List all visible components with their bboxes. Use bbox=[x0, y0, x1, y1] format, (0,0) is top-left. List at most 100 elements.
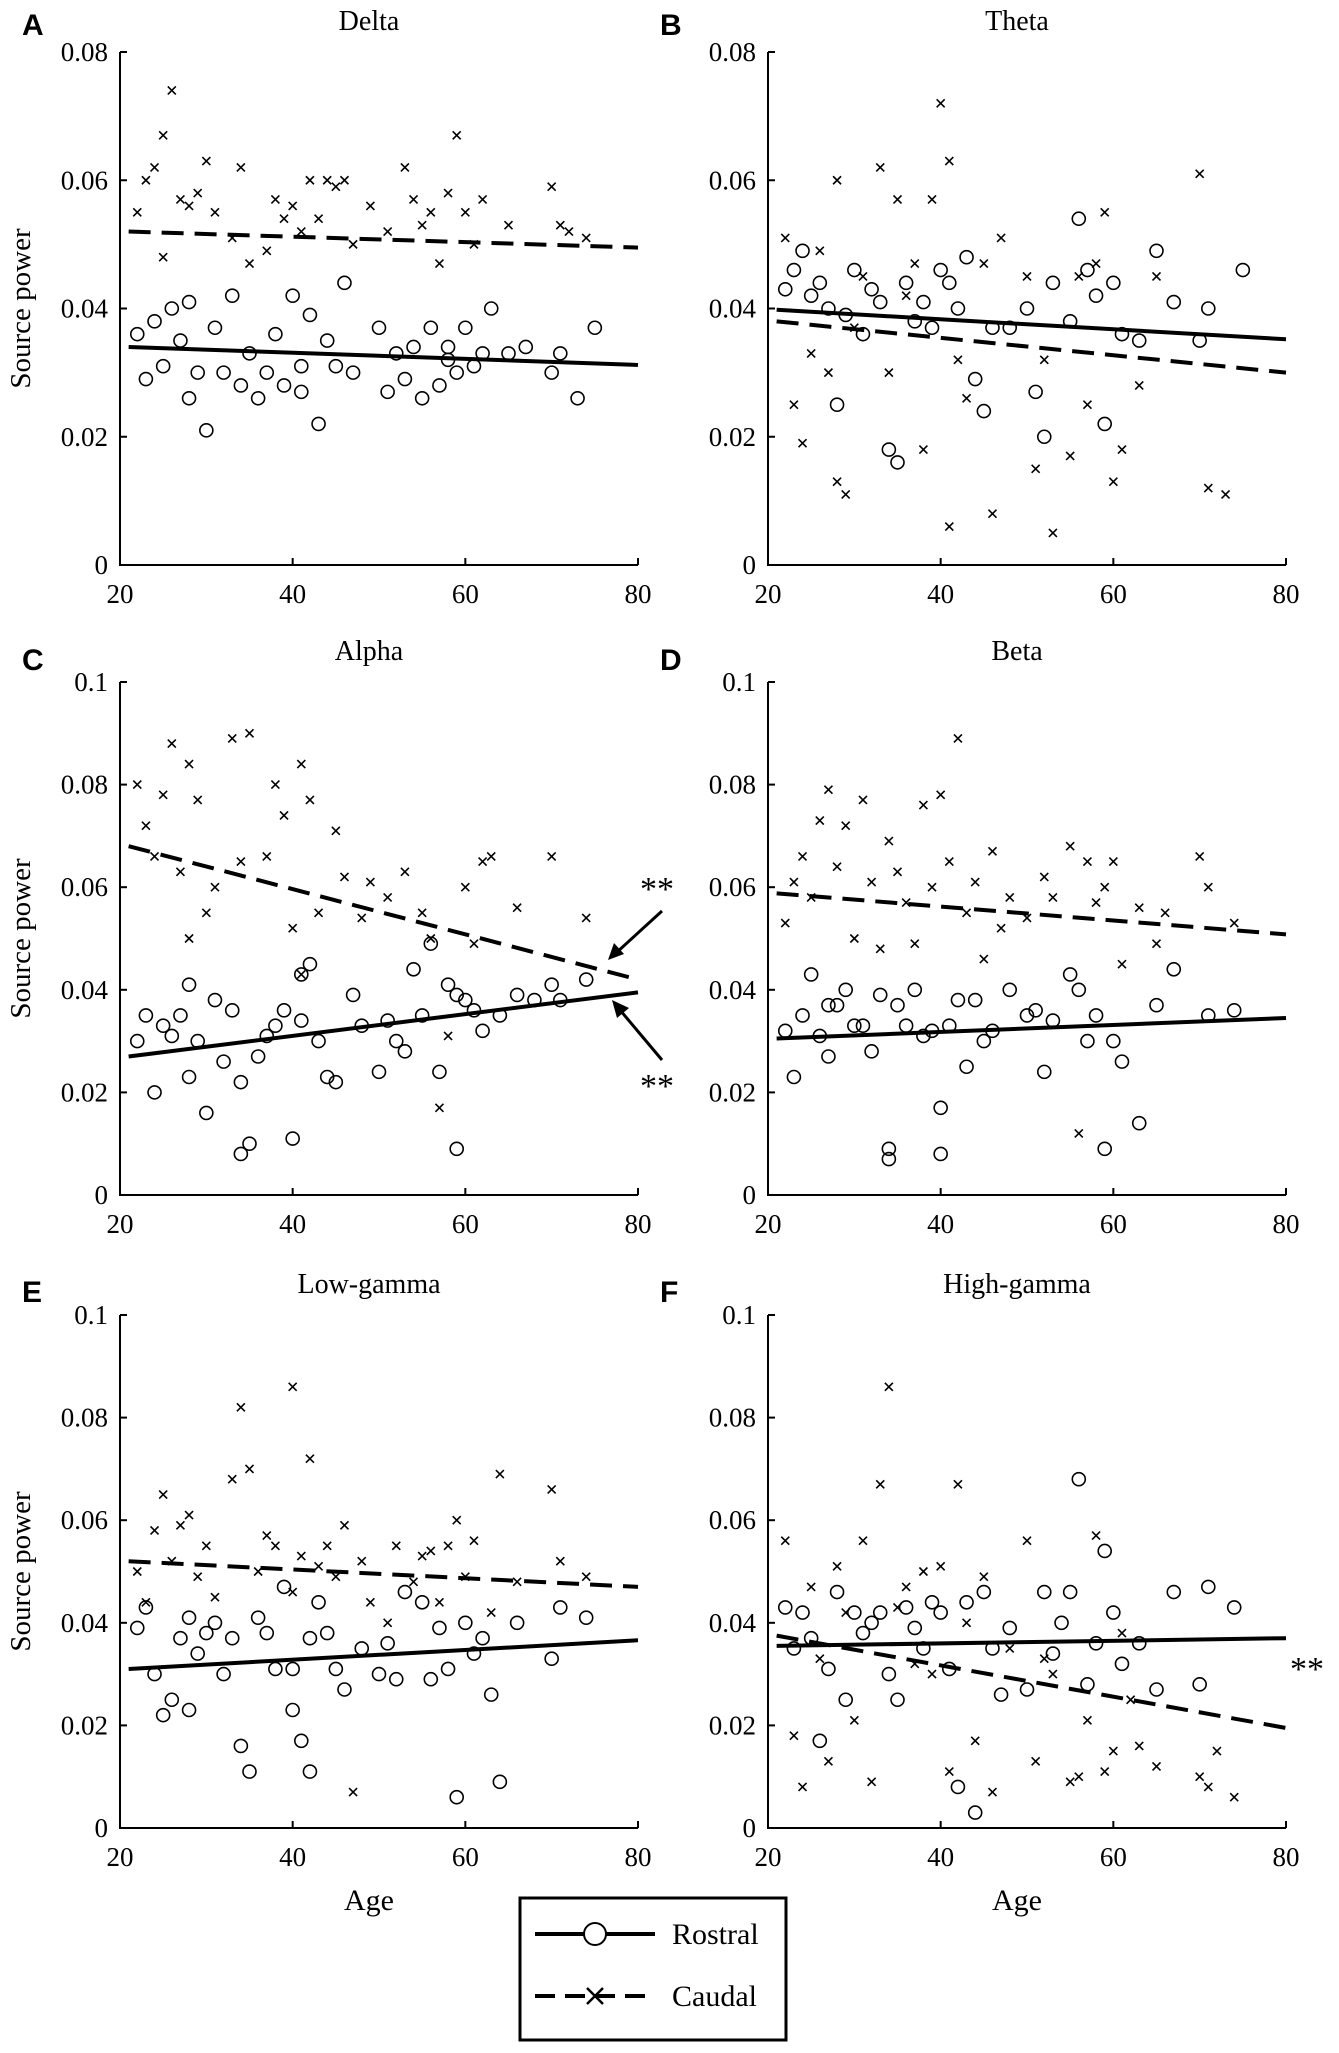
point-rostral bbox=[1114, 1054, 1130, 1069]
panel-c: C Alpha 20 40 60 80 0 0.02 0.04 0.06 0.08 0.1 Source… bbox=[5, 636, 674, 1239]
point-caudal bbox=[305, 175, 315, 185]
point-caudal bbox=[141, 175, 151, 185]
point-rostral bbox=[449, 1141, 465, 1157]
point-rostral bbox=[397, 371, 413, 387]
point-rostral bbox=[1131, 1115, 1147, 1131]
point-rostral bbox=[1106, 1033, 1121, 1049]
point-rostral bbox=[224, 288, 240, 303]
point-rostral bbox=[1080, 1033, 1095, 1049]
point-caudal bbox=[1005, 1643, 1015, 1654]
point-rostral bbox=[821, 1661, 836, 1677]
x-axis-label: Age bbox=[344, 1884, 394, 1917]
point-caudal bbox=[443, 188, 453, 198]
point-rostral bbox=[552, 1600, 568, 1615]
point-rostral bbox=[458, 1615, 473, 1631]
point-rostral bbox=[1045, 1013, 1061, 1028]
point-rostral bbox=[777, 281, 793, 297]
point-rostral bbox=[388, 346, 404, 361]
point-rostral bbox=[155, 358, 171, 374]
point-rostral bbox=[916, 294, 931, 310]
point-caudal bbox=[581, 233, 591, 243]
point-caudal bbox=[1117, 1628, 1127, 1638]
series-caudal bbox=[776, 733, 1287, 1139]
point-rostral bbox=[397, 1584, 413, 1600]
point-caudal bbox=[443, 1541, 453, 1551]
point-caudal bbox=[469, 1536, 479, 1546]
point-rostral bbox=[129, 1033, 145, 1049]
point-rostral bbox=[812, 1733, 828, 1749]
y-tick-label: 0.06 bbox=[61, 1505, 108, 1535]
fit-line-caudal bbox=[776, 891, 1287, 937]
point-caudal bbox=[201, 908, 211, 918]
x-tick-label: 80 bbox=[1273, 579, 1300, 609]
panel-a: A Delta 20 40 60 80 0 0.02 0.04 0.06 0.08 Source po… bbox=[5, 6, 652, 609]
point-caudal bbox=[936, 790, 946, 800]
point-caudal bbox=[1221, 489, 1231, 500]
fit-line-rostral bbox=[128, 990, 639, 1059]
series-caudal bbox=[128, 728, 639, 1113]
point-rostral bbox=[1002, 982, 1018, 998]
point-caudal bbox=[158, 1489, 168, 1500]
point-rostral bbox=[795, 1605, 810, 1620]
point-rostral bbox=[207, 992, 223, 1008]
point-rostral bbox=[881, 1151, 897, 1167]
point-rostral bbox=[1149, 1682, 1164, 1697]
point-rostral bbox=[397, 1044, 413, 1059]
point-caudal bbox=[823, 1756, 833, 1766]
point-caudal bbox=[555, 1556, 565, 1566]
point-caudal bbox=[383, 892, 393, 903]
point-rostral bbox=[319, 1625, 335, 1641]
point-caudal bbox=[1195, 169, 1205, 179]
point-caudal bbox=[996, 923, 1006, 933]
point-rostral bbox=[847, 1605, 862, 1620]
point-rostral bbox=[552, 346, 568, 361]
point-caudal bbox=[1065, 451, 1075, 461]
point-caudal bbox=[305, 795, 315, 805]
point-rostral bbox=[1054, 1615, 1069, 1631]
point-caudal bbox=[1091, 898, 1101, 908]
point-rostral bbox=[941, 275, 957, 291]
point-caudal bbox=[227, 733, 237, 743]
point-rostral bbox=[916, 1028, 931, 1044]
point-caudal bbox=[1203, 882, 1213, 892]
point-caudal bbox=[841, 1607, 851, 1618]
point-rostral bbox=[147, 1085, 162, 1100]
point-rostral bbox=[216, 1054, 231, 1069]
panel-f: F High-gamma 20 40 60 80 0 0.02 0.04 0.06 0.08 0.1 A… bbox=[660, 1269, 1324, 1917]
point-caudal bbox=[962, 393, 972, 403]
point-caudal bbox=[236, 856, 246, 867]
point-rostral bbox=[302, 1764, 318, 1779]
x-tick-label: 60 bbox=[1100, 579, 1127, 609]
y-tick-label: 0.06 bbox=[61, 872, 108, 902]
point-rostral bbox=[414, 390, 430, 406]
point-rostral bbox=[293, 967, 309, 982]
point-rostral bbox=[578, 1610, 594, 1625]
point-caudal bbox=[175, 1520, 185, 1530]
point-rostral bbox=[311, 416, 326, 432]
point-rostral bbox=[1226, 1003, 1242, 1018]
point-caudal bbox=[262, 246, 272, 256]
point-caudal bbox=[987, 509, 998, 519]
point-rostral bbox=[354, 1641, 370, 1656]
point-rostral bbox=[1149, 997, 1164, 1013]
legend-entry-rostral: Rostral bbox=[535, 1918, 759, 1951]
fit-line-rostral bbox=[776, 1636, 1287, 1648]
point-caudal bbox=[167, 738, 177, 749]
point-rostral bbox=[483, 301, 499, 316]
point-caudal bbox=[1151, 939, 1162, 949]
point-caudal bbox=[158, 130, 168, 140]
point-rostral bbox=[509, 987, 525, 1003]
point-caudal bbox=[210, 882, 220, 892]
point-rostral bbox=[1201, 1579, 1216, 1595]
point-caudal bbox=[944, 1767, 954, 1777]
point-caudal bbox=[1048, 892, 1058, 903]
point-rostral bbox=[898, 275, 914, 291]
point-caudal bbox=[495, 1469, 505, 1479]
point-rostral bbox=[1045, 275, 1061, 291]
fit-line-rostral bbox=[128, 344, 639, 367]
point-caudal bbox=[175, 194, 185, 205]
point-rostral bbox=[181, 1702, 197, 1718]
point-rostral bbox=[319, 333, 335, 348]
point-rostral bbox=[872, 294, 888, 310]
